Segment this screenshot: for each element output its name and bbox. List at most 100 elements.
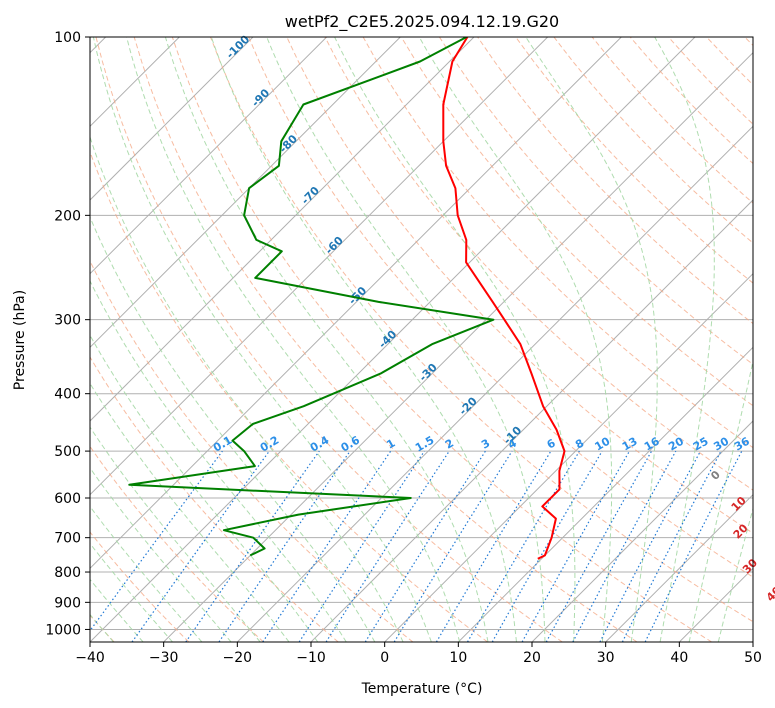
moist-adiabat-line <box>418 37 613 642</box>
isotherm-label: -10 <box>501 424 524 447</box>
isotherm-label: -90 <box>249 86 272 109</box>
moist-adiabat-line <box>90 426 261 642</box>
mixing-ratio-label: 6 <box>545 436 558 451</box>
dry-adiabat-label: 10 <box>729 494 749 514</box>
isotherm-line <box>457 346 753 642</box>
dry-adiabat-line <box>553 37 753 244</box>
background-lines <box>90 37 753 642</box>
x-tick-label: 0 <box>380 650 389 666</box>
x-tick-label: −40 <box>75 650 105 666</box>
x-tick-label: 20 <box>523 650 541 666</box>
dry-adiabat-label: 30 <box>740 556 760 576</box>
moist-adiabat-line <box>164 37 489 642</box>
mixing-ratio-line <box>572 450 677 642</box>
moist-adiabat-line <box>90 279 347 642</box>
y-tick-label: 400 <box>54 387 81 403</box>
mixing-ratio-line <box>218 450 351 642</box>
dry-adiabat-label: 20 <box>731 521 751 541</box>
isotherm-line <box>163 51 753 642</box>
isotherm-line <box>90 37 328 275</box>
isotherm-line <box>90 37 254 201</box>
dry-adiabat-line <box>90 356 339 642</box>
moist-adiabat-line <box>126 37 461 642</box>
isotherm-line <box>90 37 622 570</box>
temperature-profile-line <box>442 37 566 560</box>
isotherm-label: -20 <box>457 394 480 417</box>
dry-adiabat-line <box>324 37 753 491</box>
dry-adiabat-label: 0 <box>708 468 723 483</box>
dry-adiabat-line <box>744 37 753 47</box>
x-tick-label: 50 <box>744 650 762 666</box>
isotherm-label: -30 <box>417 361 440 384</box>
mixing-ratio-line <box>435 450 552 642</box>
moist-adiabat-line <box>90 135 404 642</box>
dry-adiabat-line <box>133 37 638 642</box>
mixing-ratio-line <box>545 450 653 642</box>
profile-lines <box>128 37 566 560</box>
dry-adiabat-line <box>362 37 753 449</box>
isotherm-line <box>752 641 753 642</box>
moist-adiabat-line <box>90 467 232 642</box>
moist-adiabat-line <box>688 358 753 642</box>
dry-adiabat-line <box>248 37 753 578</box>
mixing-ratio-line <box>621 450 722 642</box>
y-tick-label: 100 <box>54 30 81 46</box>
moist-adiabat-line <box>90 334 319 642</box>
isotherm-line <box>90 37 401 349</box>
moist-adiabat-line <box>654 37 715 642</box>
x-tick-label: 10 <box>449 650 467 666</box>
dry-adiabat-line <box>515 37 753 284</box>
mixing-ratio-line <box>599 450 702 642</box>
dry-adiabat-label: 40 <box>764 584 775 604</box>
isotherm-line <box>236 125 753 642</box>
mixing-ratio-line <box>521 450 631 642</box>
isotherm-line <box>90 37 696 642</box>
moist-adiabat-line <box>210 37 517 642</box>
moist-adiabat-line <box>90 215 376 642</box>
isotherm-label: -70 <box>299 184 322 207</box>
x-tick-label: 40 <box>670 650 688 666</box>
moist-adiabat-line <box>90 382 290 642</box>
mixing-ratio-line <box>90 450 223 632</box>
mixing-ratio-line <box>644 450 743 642</box>
dry-adiabat-line <box>95 37 563 642</box>
dry-adiabat-line <box>438 37 753 366</box>
dry-adiabat-line <box>668 37 753 125</box>
dry-adiabat-line <box>90 150 488 642</box>
y-tick-label: 200 <box>54 208 81 224</box>
mixing-ratio-line <box>131 450 270 642</box>
x-tick-label: 30 <box>597 650 615 666</box>
moist-adiabat-line <box>92 37 432 642</box>
y-tick-label: 800 <box>54 565 81 581</box>
mixing-ratio-line <box>393 450 513 642</box>
moist-adiabat-line <box>266 37 546 642</box>
isotherm-line <box>384 272 753 642</box>
mixing-ratio-label: 1 <box>384 437 397 452</box>
dry-adiabat-line <box>90 445 264 642</box>
y-tick-label: 1000 <box>45 622 81 638</box>
mixing-ratio-line <box>298 450 425 642</box>
x-axis-ticks: −40 −30 −20 −10 0 10 20 30 40 50 <box>75 642 762 666</box>
mixing-ratio-line <box>325 450 450 642</box>
dry-adiabat-line <box>90 531 190 642</box>
dewpoint-profile-line <box>128 37 495 557</box>
x-tick-label: −20 <box>223 650 253 666</box>
moist-adiabat-line <box>717 506 753 642</box>
isotherm-line <box>90 37 549 496</box>
dry-adiabat-line <box>90 259 414 642</box>
x-tick-label: −10 <box>296 650 326 666</box>
dry-adiabat-line <box>706 37 753 86</box>
isotherm-label: -40 <box>376 328 399 351</box>
dry-adiabat-line <box>477 37 753 325</box>
y-tick-label: 300 <box>54 313 81 329</box>
isotherm-line <box>531 420 753 642</box>
dry-adiabat-line <box>171 37 712 642</box>
y-tick-label: 700 <box>54 531 81 547</box>
y-tick-label: 600 <box>54 491 81 507</box>
isotherm-label: -60 <box>323 234 346 257</box>
y-tick-label: 900 <box>54 595 81 611</box>
mixing-ratio-label: 3 <box>479 437 492 452</box>
mixing-ratio-line <box>262 450 392 642</box>
moist-adiabat-line <box>334 37 576 642</box>
